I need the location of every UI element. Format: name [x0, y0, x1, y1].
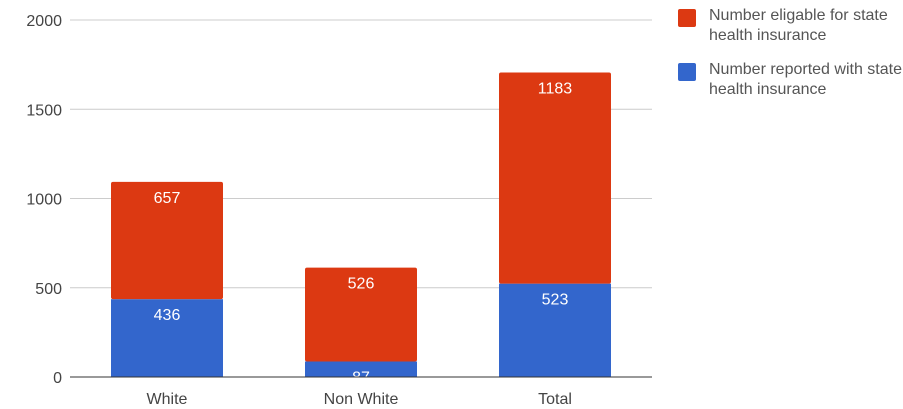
- data-label: 526: [348, 276, 375, 293]
- legend-swatch: [678, 9, 696, 27]
- legend-item: Number eligable for state health insuran…: [678, 6, 903, 46]
- data-label: 1183: [538, 80, 573, 97]
- bar-segment-white-series-1: [111, 181, 223, 300]
- data-label: 523: [542, 292, 569, 309]
- legend-label: Number reported with state health insura…: [709, 61, 902, 98]
- y-tick-label: 1000: [26, 192, 62, 209]
- data-label: 657: [154, 190, 181, 207]
- bar-segment-non-white-series-0: [305, 361, 417, 377]
- bar-segment-total-series-1: [499, 72, 611, 284]
- y-tick-label: 1500: [26, 102, 62, 119]
- x-category-label: Total: [538, 391, 572, 408]
- legend-label: Number eligable for state health insuran…: [709, 7, 888, 44]
- x-category-label: Non White: [324, 391, 399, 408]
- bar-segment-non-white-series-1: [305, 267, 417, 362]
- bars: [111, 72, 611, 377]
- legend: Number eligable for state health insuran…: [678, 6, 903, 114]
- y-axis-ticks: 0 500 1000 1500 2000: [26, 13, 62, 387]
- x-axis-categories: White Non White Total: [147, 391, 572, 408]
- legend-swatch: [678, 63, 696, 81]
- legend-item: Number reported with state health insura…: [678, 60, 903, 100]
- y-tick-label: 0: [53, 370, 62, 387]
- x-category-label: White: [147, 391, 188, 408]
- y-tick-label: 500: [35, 281, 62, 298]
- data-label: 87: [352, 369, 370, 386]
- y-tick-label: 2000: [26, 13, 62, 30]
- bar-segment-white-series-0: [111, 299, 223, 377]
- bar-segment-total-series-0: [499, 283, 611, 377]
- data-labels: 436 657 87 526 523 1183: [154, 80, 573, 386]
- data-label: 436: [154, 307, 181, 324]
